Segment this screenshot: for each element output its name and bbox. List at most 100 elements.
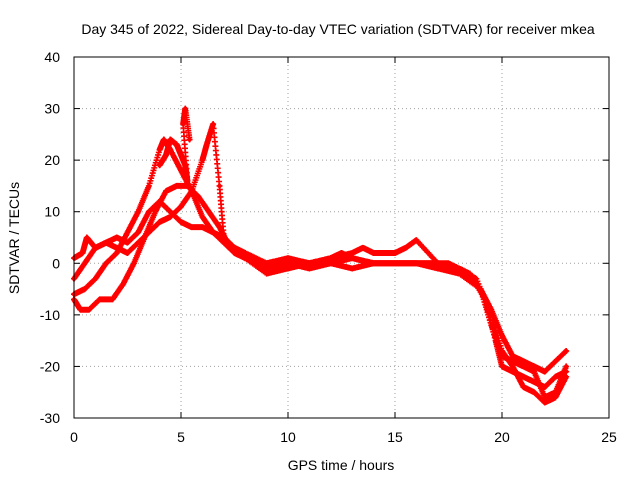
data-point (521, 359, 526, 364)
data-point (531, 369, 537, 374)
data-point (200, 157, 205, 163)
data-point (210, 230, 216, 235)
y-tick-label: 40 (44, 49, 60, 65)
data-point (136, 209, 141, 214)
x-tick-label: 15 (387, 429, 403, 445)
data-point (553, 374, 558, 379)
data-point (542, 395, 547, 400)
data-point (103, 240, 109, 245)
data-point (360, 245, 366, 251)
plot-frame (73, 56, 610, 419)
data-point (125, 230, 130, 235)
data-point (185, 178, 190, 183)
y-tick-label: 0 (52, 255, 60, 271)
x-tick-label: 5 (177, 429, 185, 445)
data-point (542, 369, 547, 374)
data-point (86, 307, 92, 312)
data-point (371, 250, 376, 256)
data-point (97, 297, 102, 302)
data-point (285, 255, 291, 261)
data-point (114, 245, 120, 251)
data-point (221, 235, 226, 240)
y-tick-label: 10 (44, 204, 60, 220)
ticks-layer: 0 5 10 15 20 25 -30 -20 -10 0 10 20 30 40 (40, 49, 617, 445)
data-point (285, 261, 291, 266)
data-point (163, 152, 169, 158)
data-point (564, 348, 569, 354)
data-point (146, 230, 152, 235)
data-point (264, 271, 269, 276)
data-point (564, 364, 569, 369)
data-point (217, 183, 222, 189)
data-point (93, 245, 98, 251)
data-point (168, 209, 173, 214)
data-point (174, 183, 179, 189)
data-point (178, 219, 184, 225)
y-tick-label: 30 (44, 101, 60, 117)
data-point (103, 261, 109, 266)
data-point (195, 194, 201, 199)
data-point (121, 281, 126, 287)
data-point (553, 395, 558, 400)
data-point (183, 163, 188, 168)
data-point (178, 168, 184, 173)
data-point (403, 245, 408, 251)
data-point (457, 266, 462, 271)
data-point (189, 224, 194, 230)
data-point (521, 374, 526, 379)
data-point (204, 142, 209, 147)
data-point (243, 250, 248, 256)
y-tick-label: -20 (40, 358, 60, 374)
x-tick-label: 10 (280, 429, 296, 445)
data-point (168, 137, 173, 142)
x-tick-label: 25 (601, 429, 617, 445)
y-axis-label: SDTVAR / TECUs (6, 182, 22, 294)
x-tick-label: 0 (70, 429, 78, 445)
data-point (499, 364, 505, 369)
data-point (307, 261, 312, 266)
data-point (264, 261, 269, 266)
data-point (489, 322, 494, 328)
data-point (125, 250, 130, 256)
data-point (157, 219, 162, 225)
data-point (414, 237, 419, 243)
data-point (153, 209, 158, 214)
data-point (125, 240, 130, 245)
data-point (478, 286, 483, 292)
data-series-track-e (156, 105, 193, 184)
data-point (200, 224, 205, 230)
data-point (146, 183, 152, 189)
data-point (82, 286, 87, 292)
data-point (435, 266, 440, 271)
data-point (307, 266, 312, 271)
x-tick-label: 20 (494, 429, 510, 445)
data-point (392, 250, 398, 256)
data-point (178, 204, 184, 209)
data-point (510, 353, 515, 359)
data-point (521, 384, 526, 390)
data-point (457, 271, 462, 276)
data-point (553, 390, 558, 395)
data-point (542, 400, 547, 405)
y-tick-label: -30 (40, 410, 60, 426)
data-point (531, 390, 537, 395)
data-point (146, 209, 152, 214)
data-point (435, 261, 440, 266)
data-point (174, 142, 179, 147)
data-point (414, 261, 419, 266)
data-point (114, 250, 120, 256)
data-point (350, 250, 355, 256)
chart-title: Day 345 of 2022, Sidereal Day-to-day VTE… (81, 21, 594, 37)
data-point (136, 240, 141, 245)
data-point (136, 230, 141, 235)
data-point (474, 276, 479, 281)
data-point (392, 261, 398, 266)
data-point (114, 235, 120, 240)
data-point (110, 297, 115, 302)
data-point (180, 121, 186, 127)
data-point (157, 147, 162, 153)
data-point (232, 245, 237, 251)
data-point (80, 250, 85, 256)
data-point (510, 359, 515, 364)
